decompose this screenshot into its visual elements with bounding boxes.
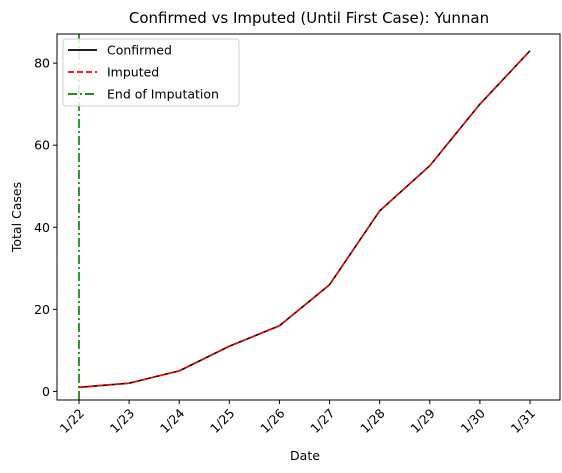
legend: Confirmed Imputed End of Imputation [62,38,240,107]
legend-box [62,38,240,107]
chart-title: Confirmed vs Imputed (Until First Case):… [129,9,489,27]
y-tick-label: 0 [42,384,50,399]
legend-label: Confirmed [107,43,172,58]
x-tick-label: 1/23 [107,406,137,436]
x-tick-label: 1/22 [57,406,87,436]
x-tick-label: 1/25 [207,406,237,436]
series-line-imputed [78,50,531,389]
legend-label: End of Imputation [107,87,219,102]
legend-label: Imputed [107,65,159,80]
y-tick-label: 20 [34,302,50,317]
x-tick-label: 1/28 [357,405,387,435]
y-tick-label: 60 [34,138,50,153]
x-tick-label: 1/26 [257,405,287,435]
y-tick-label: 80 [34,56,50,71]
x-tick-label: 1/31 [508,406,538,436]
x-tick-label: 1/29 [407,405,437,435]
plot-frame [56,33,561,401]
y-axis-label: Total Cases [9,182,24,253]
y-tick-label: 40 [34,220,50,235]
x-tick-label: 1/27 [307,406,337,436]
x-axis-label: Date [290,448,320,463]
x-tick-label: 1/30 [458,405,488,435]
plot-area: 0 20 40 60 80 1/22 1/23 1/24 1/25 1/26 1/27 1/28 1/2… [34,34,538,436]
x-tick-label: 1/24 [157,405,187,435]
